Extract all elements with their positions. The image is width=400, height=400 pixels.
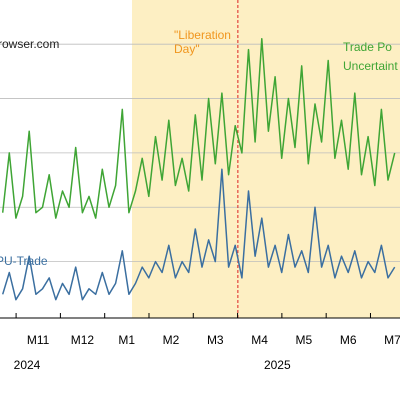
x-tick-label: M5: [296, 333, 313, 347]
series-line: [1, 37, 396, 219]
shaded-period: [132, 0, 400, 318]
x-tick-label: M1: [118, 333, 135, 347]
x-tick-label: M2: [163, 333, 180, 347]
series-label: PU-Trade: [0, 254, 48, 268]
x-tick-label: M3: [207, 333, 224, 347]
year-label: 2024: [14, 358, 41, 372]
annotation: Day": [174, 42, 200, 56]
series-label: Uncertaint: [343, 59, 398, 73]
label-layer: M11 M12 M1 M2 M3 M4 M5 M6 M7 2024 2025 Trade Po Unce…: [0, 28, 400, 372]
series-label: Trade Po: [343, 40, 392, 54]
annotation: "Liberation: [174, 28, 231, 42]
background-layer: [132, 0, 400, 318]
x-tick-label: M6: [340, 333, 357, 347]
x-tick-label: M11: [27, 333, 50, 347]
year-label: 2025: [264, 358, 291, 372]
x-tick-label: M7: [384, 333, 400, 347]
x-tick-label: M12: [71, 333, 95, 347]
line-layer: [1, 37, 396, 301]
series-line: [1, 168, 396, 301]
grid-layer: [0, 0, 400, 319]
source-text: rowser.com: [0, 37, 59, 51]
x-tick-label: M4: [251, 333, 268, 347]
